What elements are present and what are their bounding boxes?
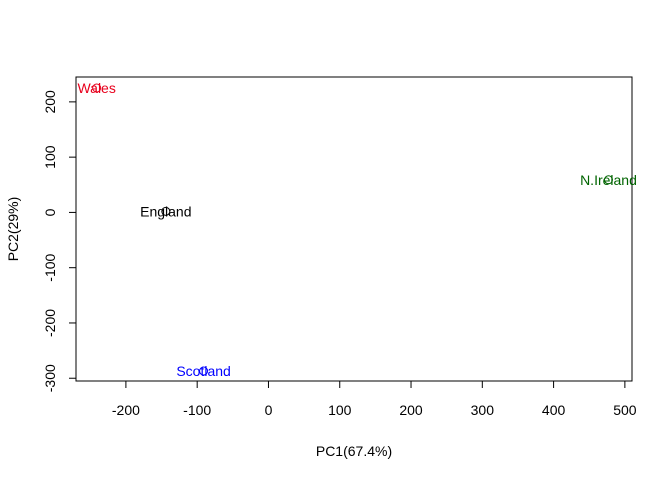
- x-axis: -200 -100 0 100 200 300 400 500: [112, 380, 637, 418]
- point-label: England: [140, 203, 191, 219]
- x-tick-label: 200: [399, 402, 423, 418]
- data-point-scotland: [199, 366, 209, 376]
- y-tick-label: 100: [42, 145, 58, 169]
- x-tick-label: 100: [328, 402, 352, 418]
- x-tick-label: -200: [112, 402, 140, 418]
- x-tick-label: 400: [542, 402, 566, 418]
- y-tick-label: -100: [42, 253, 58, 281]
- point-label: Scotland: [176, 363, 230, 379]
- y-tick-label: 0: [42, 208, 58, 216]
- y-tick-label: 200: [42, 90, 58, 114]
- x-tick-label: -100: [183, 402, 211, 418]
- y-axis: -300 -200 -100 0 100 200: [42, 90, 77, 392]
- point-label: N.Ireland: [580, 172, 637, 188]
- data-point-wales: [92, 83, 102, 93]
- y-tick-label: -300: [42, 364, 58, 392]
- points-layer: England Wales Scotland N.Ireland: [77, 80, 636, 379]
- x-tick-label: 500: [613, 402, 637, 418]
- data-point-nireland: [603, 175, 613, 185]
- x-axis-label: PC1(67.4%): [316, 443, 392, 459]
- y-axis-label: PC2(29%): [5, 197, 21, 262]
- point-label: Wales: [77, 80, 115, 96]
- x-tick-label: 300: [471, 402, 495, 418]
- y-tick-label: -200: [42, 309, 58, 337]
- data-point-england: [161, 206, 171, 216]
- x-tick-label: 0: [265, 402, 273, 418]
